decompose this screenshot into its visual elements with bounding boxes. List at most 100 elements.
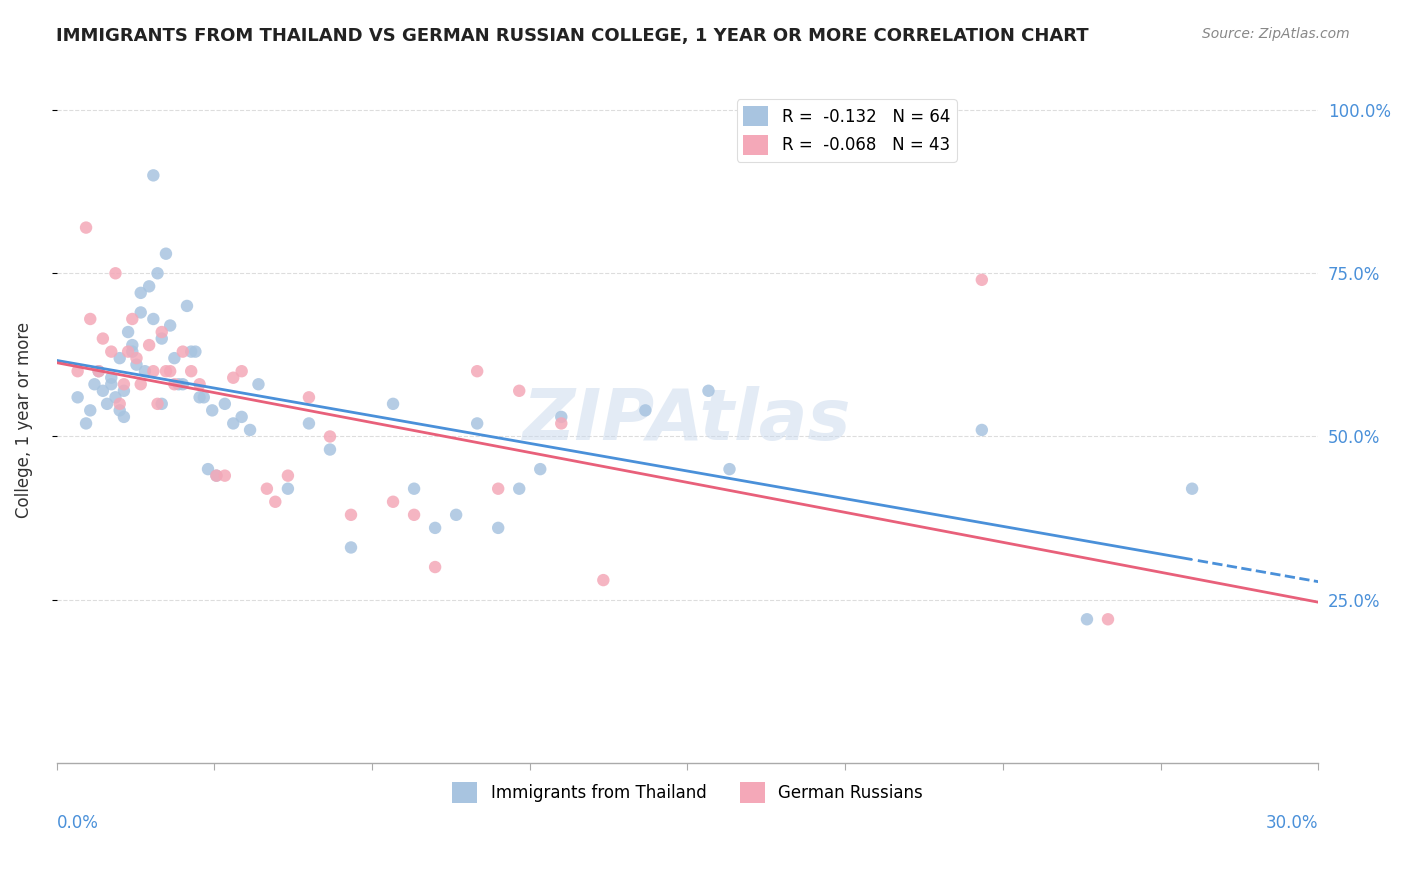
Point xyxy=(404,482,426,496)
Point xyxy=(142,364,165,378)
Point xyxy=(319,429,342,443)
Point xyxy=(129,377,152,392)
Point xyxy=(91,384,114,398)
Point xyxy=(970,273,993,287)
Point xyxy=(214,468,236,483)
Point xyxy=(150,332,173,346)
Point xyxy=(382,495,405,509)
Point xyxy=(138,279,160,293)
Point xyxy=(184,344,207,359)
Point xyxy=(104,266,127,280)
Point xyxy=(117,344,139,359)
Point xyxy=(100,377,122,392)
Point xyxy=(298,390,321,404)
Point xyxy=(231,364,253,378)
Point xyxy=(117,325,139,339)
Point xyxy=(444,508,467,522)
Point xyxy=(108,351,131,366)
Point xyxy=(142,312,165,326)
Point xyxy=(159,364,181,378)
Point xyxy=(508,482,530,496)
Text: Source: ZipAtlas.com: Source: ZipAtlas.com xyxy=(1202,27,1350,41)
Point xyxy=(104,390,127,404)
Point xyxy=(465,417,488,431)
Point xyxy=(970,423,993,437)
Point xyxy=(150,325,173,339)
Point xyxy=(159,318,181,333)
Point xyxy=(634,403,657,417)
Point xyxy=(155,246,177,260)
Point xyxy=(146,266,169,280)
Point xyxy=(550,417,572,431)
Point xyxy=(1181,482,1204,496)
Point xyxy=(247,377,270,392)
Point xyxy=(697,384,720,398)
Point xyxy=(404,508,426,522)
Point xyxy=(592,573,614,587)
Point xyxy=(319,442,342,457)
Point xyxy=(129,305,152,319)
Point xyxy=(340,508,363,522)
Point xyxy=(231,409,253,424)
Point xyxy=(91,332,114,346)
Point xyxy=(87,364,110,378)
Point xyxy=(75,220,97,235)
Point xyxy=(112,377,135,392)
Point xyxy=(423,560,446,574)
Point xyxy=(188,377,211,392)
Point xyxy=(121,312,143,326)
Point xyxy=(75,417,97,431)
Point xyxy=(382,397,405,411)
Point xyxy=(83,377,105,392)
Point xyxy=(277,482,299,496)
Point xyxy=(142,169,165,183)
Point xyxy=(167,377,190,392)
Point xyxy=(188,390,211,404)
Text: 0.0%: 0.0% xyxy=(56,814,98,832)
Point xyxy=(129,285,152,300)
Point xyxy=(298,417,321,431)
Point xyxy=(205,468,228,483)
Point xyxy=(125,351,148,366)
Point xyxy=(529,462,551,476)
Point xyxy=(256,482,278,496)
Point xyxy=(112,409,135,424)
Point xyxy=(222,417,245,431)
Point xyxy=(550,409,572,424)
Point xyxy=(163,351,186,366)
Point xyxy=(214,397,236,411)
Point xyxy=(150,397,173,411)
Point xyxy=(79,403,101,417)
Point xyxy=(121,344,143,359)
Point xyxy=(155,364,177,378)
Text: IMMIGRANTS FROM THAILAND VS GERMAN RUSSIAN COLLEGE, 1 YEAR OR MORE CORRELATION C: IMMIGRANTS FROM THAILAND VS GERMAN RUSSI… xyxy=(56,27,1088,45)
Point xyxy=(1097,612,1119,626)
Point xyxy=(222,370,245,384)
Point xyxy=(423,521,446,535)
Point xyxy=(134,364,156,378)
Point xyxy=(100,344,122,359)
Point xyxy=(100,370,122,384)
Point xyxy=(193,390,215,404)
Point xyxy=(108,397,131,411)
Point xyxy=(197,462,219,476)
Legend: Immigrants from Thailand, German Russians: Immigrants from Thailand, German Russian… xyxy=(446,776,929,809)
Point xyxy=(180,364,202,378)
Point xyxy=(108,403,131,417)
Text: ZIPAtlas: ZIPAtlas xyxy=(523,385,852,455)
Point xyxy=(172,377,194,392)
Point xyxy=(239,423,262,437)
Point xyxy=(340,541,363,555)
Point xyxy=(163,377,186,392)
Point xyxy=(508,384,530,398)
Y-axis label: College, 1 year or more: College, 1 year or more xyxy=(15,322,32,518)
Point xyxy=(486,521,509,535)
Point xyxy=(718,462,741,476)
Point xyxy=(201,403,224,417)
Point xyxy=(176,299,198,313)
Point xyxy=(121,338,143,352)
Point xyxy=(66,390,89,404)
Point xyxy=(1076,612,1098,626)
Point xyxy=(486,482,509,496)
Point xyxy=(96,397,118,411)
